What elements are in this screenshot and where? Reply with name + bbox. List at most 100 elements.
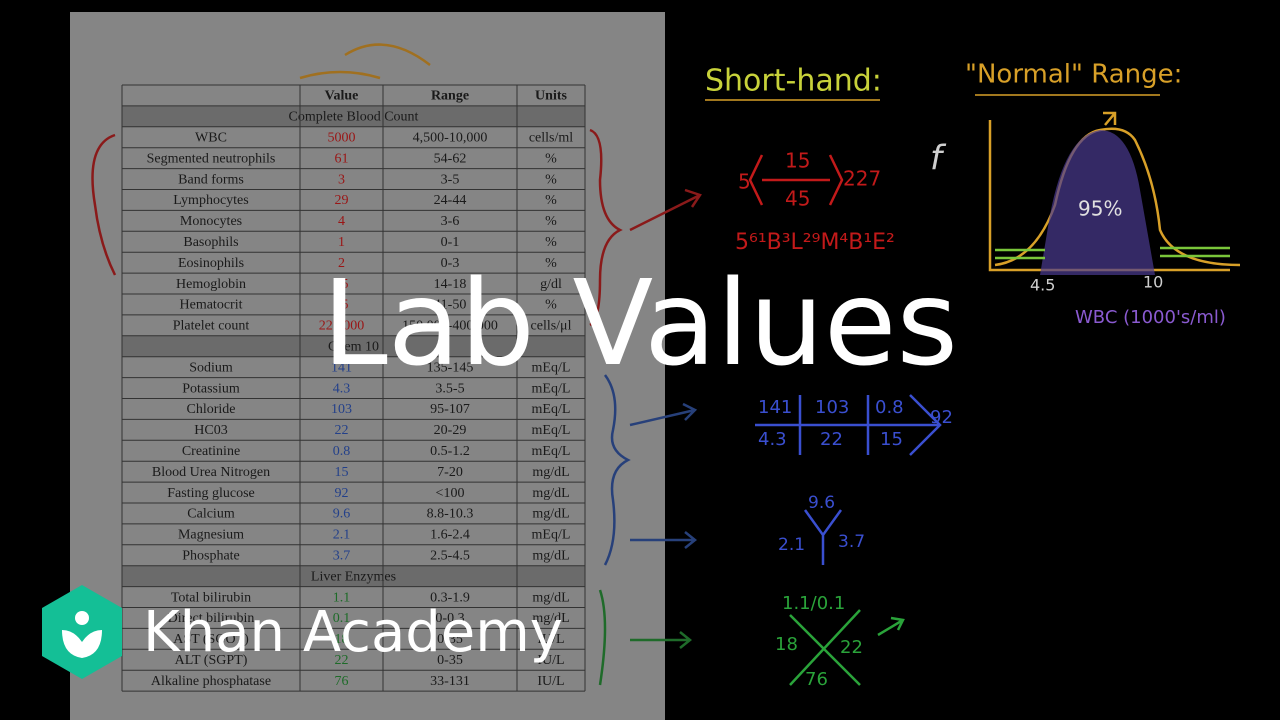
test-value: 3.7 [333,548,351,563]
test-units: mEq/L [532,402,571,417]
mineral-value: 9.6 [808,493,835,513]
test-value: 0.8 [333,444,351,459]
section-row [122,565,585,587]
test-name: HC03 [194,423,227,438]
test-range: 24-44 [434,193,467,208]
test-value: 22 [335,653,349,668]
test-units: % [545,235,557,250]
test-units: mg/dL [532,486,569,501]
khan-logo [42,585,122,679]
section-row [122,105,585,127]
test-units: % [545,298,557,313]
x-low: 4.5 [1030,276,1055,295]
column-header: Value [325,89,359,104]
test-units: % [545,151,557,166]
test-name: Chloride [187,402,236,417]
logo-body [62,630,102,658]
bmp-value: 92 [930,407,953,428]
test-range: 4,500-10,000 [413,130,488,145]
test-value: 1 [338,235,345,250]
test-value: 45 [335,298,349,313]
test-units: mEq/L [532,528,571,543]
x-high: 10 [1143,273,1163,292]
test-units: % [545,214,557,229]
test-name: Lymphocytes [173,193,248,208]
test-range: 7-20 [437,465,463,480]
test-name: Alkaline phosphatase [151,674,271,689]
test-units: mEq/L [532,423,571,438]
test-name: Calcium [187,507,235,522]
test-value: 29 [335,193,349,208]
test-units: cells/ml [529,130,573,145]
test-name: WBC [195,130,227,145]
cbc-value: 5 [738,170,751,194]
test-units: mg/dL [532,590,569,605]
test-name: AST (SGOT) [173,632,249,647]
test-units: cells/μl [531,319,572,334]
test-range: 0-35 [437,632,463,647]
mineral-value: 3.7 [838,532,865,552]
test-value: 22 [335,423,349,438]
test-range: 33-131 [430,674,470,689]
test-range: 41-50 [434,298,467,313]
test-units: mg/dL [532,548,569,563]
column-header: Units [535,89,567,104]
test-range: 0-1 [441,235,460,250]
test-units: mg/dL [532,507,569,522]
bmp-value: 0.8 [875,397,904,418]
test-value: 4.3 [333,381,351,396]
test-name: ALT (SGPT) [175,653,248,668]
bmp-value: 15 [880,429,903,450]
test-value: 227,000 [319,319,365,334]
test-range: 20-29 [434,423,467,438]
test-units: IU/L [537,632,564,647]
test-name: Potassium [182,381,240,396]
test-value: 1.1 [333,590,351,605]
test-name: Platelet count [173,319,250,334]
cbc-value: 15 [785,149,810,173]
brand: Khan Academy [143,600,563,665]
test-name: Direct bilirubin [168,611,255,626]
test-value: 15 [335,465,349,480]
cbc-value: 45 [785,187,810,211]
test-name: Band forms [178,172,244,187]
cbc-value: 227 [843,167,881,191]
test-units: mg/dL [532,465,569,480]
test-name: Blood Urea Nitrogen [152,465,270,480]
test-value: 103 [331,402,352,417]
test-range: 0-0.3 [435,611,464,626]
test-value: 15 [335,277,349,292]
test-range: 0-35 [437,653,463,668]
test-range: 0-3 [441,256,460,271]
test-value: 5000 [328,130,356,145]
annotations: Short-hand: "Normal" Range: f 95% 4.5 10… [705,60,1226,691]
shorthand: Short-hand: [705,64,882,99]
test-value: 2 [338,256,345,271]
column-header: Range [431,89,469,104]
lab-table: Value Range Units Complete Blood Count WBC 50… [121,84,586,692]
test-range: 3-5 [441,172,460,187]
test-value: 76 [335,674,349,689]
test-range: 54-62 [434,151,467,166]
test-value: 9.6 [333,507,351,522]
liver-value: 1.1/0.1 [782,593,845,614]
test-units: % [545,193,557,208]
test-units: IU/L [537,674,564,689]
logo-hexagon [42,585,122,679]
test-units: mEq/L [532,381,571,396]
test-name: Phosphate [182,548,240,563]
test-value: 18 [335,632,349,647]
test-range: 135-145 [427,360,474,375]
percent: 95% [1078,197,1122,221]
test-range: 2.5-4.5 [430,548,470,563]
test-name: Eosinophils [178,256,244,271]
brackets [91,43,1241,686]
test-range: 8.8-10.3 [427,507,474,522]
test-range: 3.5-5 [435,381,464,396]
test-units: g/dl [540,277,562,292]
liver-value: 22 [840,637,863,658]
test-units: mEq/L [532,360,571,375]
test-value: 3 [338,172,345,187]
test-units: IU/L [537,653,564,668]
